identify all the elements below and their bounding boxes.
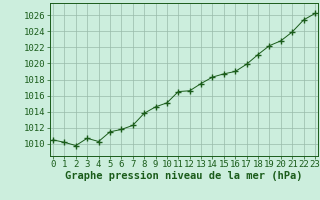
X-axis label: Graphe pression niveau de la mer (hPa): Graphe pression niveau de la mer (hPa) bbox=[65, 171, 303, 181]
